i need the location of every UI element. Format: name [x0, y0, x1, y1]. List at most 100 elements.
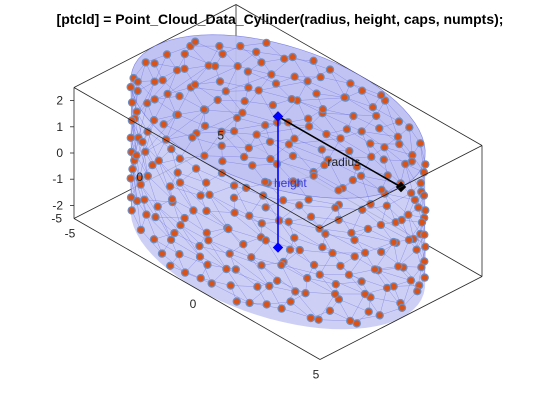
mesh-edge — [208, 240, 227, 270]
mesh-edge — [154, 54, 168, 82]
mesh-edge — [345, 97, 377, 117]
mesh-edge — [242, 112, 278, 123]
mesh-edge — [351, 209, 363, 234]
mesh-edge — [163, 124, 193, 138]
mesh-edge — [222, 160, 253, 166]
data-point — [165, 182, 175, 191]
data-point — [188, 133, 197, 142]
mesh-edge — [195, 41, 223, 55]
data-point — [158, 75, 167, 85]
data-point — [413, 287, 422, 296]
data-point — [372, 111, 381, 121]
data-point — [141, 58, 150, 67]
mesh-edge — [277, 280, 306, 294]
mesh-edge — [179, 253, 208, 266]
axis-box-edge — [319, 276, 483, 360]
annotation-layer: radius height — [272, 111, 407, 253]
mesh-edge — [153, 239, 180, 255]
data-point — [180, 49, 189, 59]
data-point — [377, 185, 386, 194]
mesh-edge — [329, 69, 363, 91]
mesh-edge — [147, 131, 172, 150]
mesh-edge — [171, 149, 181, 183]
mesh-edge — [161, 253, 186, 273]
data-point — [330, 289, 340, 299]
mesh-edge — [209, 194, 250, 217]
data-point — [180, 64, 189, 74]
data-point — [173, 110, 183, 119]
mesh-edge — [200, 277, 231, 286]
mesh-edge — [244, 156, 271, 160]
mesh-edge — [322, 112, 362, 132]
mesh-edge — [409, 127, 413, 156]
data-point — [232, 113, 242, 123]
data-point — [217, 127, 226, 136]
data-point — [252, 47, 261, 57]
data-point — [266, 154, 275, 164]
data-point — [306, 313, 315, 323]
mesh-edge — [244, 100, 273, 106]
z-tick-label: -1 — [52, 172, 63, 186]
data-point — [318, 104, 328, 114]
mesh-edge — [256, 134, 271, 160]
data-point — [416, 139, 425, 148]
data-point — [217, 141, 226, 150]
z-tick-label: 2 — [56, 94, 63, 108]
data-point — [215, 41, 224, 51]
data-point — [239, 152, 249, 162]
mesh-edge — [360, 175, 371, 205]
mesh-edge — [294, 138, 322, 150]
data-point — [309, 171, 318, 180]
mesh-edge — [320, 76, 351, 84]
mesh-edge — [295, 291, 319, 320]
data-point — [132, 151, 141, 160]
mesh-edge — [145, 114, 177, 152]
mesh-edge — [221, 172, 247, 189]
data-point — [261, 120, 270, 130]
data-point — [243, 67, 253, 76]
data-point — [395, 139, 404, 149]
data-point — [229, 193, 239, 202]
mesh-edge — [258, 81, 308, 91]
mesh-edge — [281, 264, 320, 275]
data-point — [265, 137, 275, 146]
mesh-edge — [311, 216, 339, 221]
mesh-edge — [221, 131, 257, 135]
y-tick-label: 5 — [217, 129, 224, 143]
data-point — [397, 215, 406, 225]
mesh-edge — [384, 147, 413, 156]
height-label: height — [274, 176, 307, 190]
data-point — [159, 120, 168, 129]
data-point — [346, 79, 355, 88]
data-point — [303, 77, 312, 86]
data-point — [195, 241, 204, 251]
data-point — [247, 253, 256, 262]
mesh-edge — [193, 210, 229, 230]
data-point — [421, 160, 430, 169]
mesh-edge — [204, 131, 222, 156]
data-point — [336, 261, 345, 271]
mesh-edge — [313, 175, 339, 191]
data-point — [320, 160, 329, 170]
mesh-edge — [225, 91, 243, 113]
mesh-edge — [233, 197, 266, 208]
mesh-edge — [316, 93, 345, 98]
axis-ticks: -2 -1 0 1 2 -5 0 5 -5 0 5 — [51, 94, 319, 382]
data-point — [379, 155, 388, 164]
data-point — [140, 195, 149, 204]
data-point — [229, 126, 239, 136]
data-point — [321, 229, 330, 239]
mesh-edge — [371, 156, 401, 184]
data-point — [406, 276, 416, 285]
data-point — [175, 249, 184, 259]
data-point — [201, 178, 211, 187]
mesh-edge — [154, 69, 178, 82]
data-point — [136, 180, 145, 189]
data-point — [375, 311, 384, 320]
chart-title: [ptcld] = Point_Cloud_Data_Cylinder(radi… — [56, 11, 504, 27]
data-point — [191, 164, 201, 173]
mesh-edge — [384, 193, 409, 215]
data-point — [213, 95, 222, 105]
data-point — [357, 277, 366, 286]
